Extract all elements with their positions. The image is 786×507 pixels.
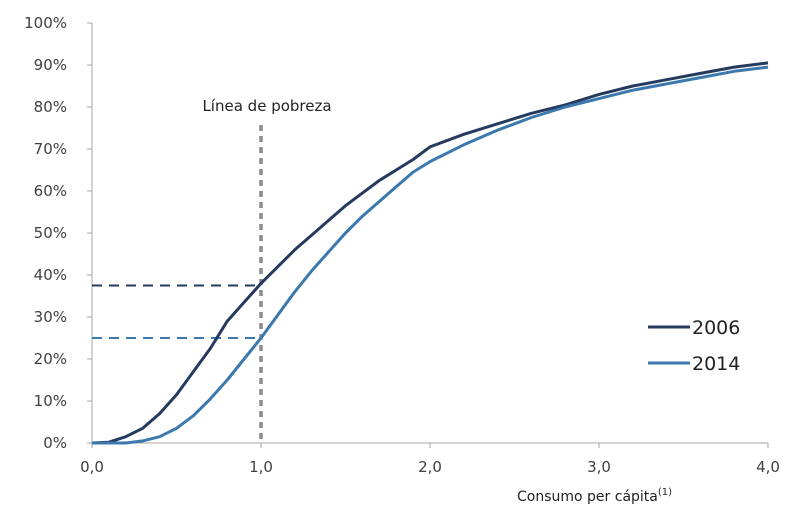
x-axis-title-superscript: (1) <box>658 487 672 498</box>
x-tick-label: 3,0 <box>587 458 611 476</box>
x-tick-label: 1,0 <box>249 458 273 476</box>
x-axis-title-text: Consumo per cápita <box>517 489 658 505</box>
x-tick-label: 0,0 <box>80 458 104 476</box>
series-layer <box>91 61 769 445</box>
y-tick-label: 10% <box>34 392 67 410</box>
series-line-2006 <box>91 61 769 445</box>
y-tick-label: 20% <box>34 350 67 368</box>
legend-label-2006: 2006 <box>692 317 740 339</box>
y-tick-label: 70% <box>34 140 67 158</box>
y-tick-label: 80% <box>34 98 67 116</box>
x-axis: 0,0 1,0 2,0 3,0 4,0 <box>80 442 780 476</box>
y-tick-label: 100% <box>24 14 67 32</box>
y-tick-label: 30% <box>34 308 67 326</box>
x-tick-label: 2,0 <box>418 458 442 476</box>
x-axis-title: Consumo per cápita(1) <box>517 487 672 505</box>
y-tick-label: 40% <box>34 266 67 284</box>
y-tick-label: 90% <box>34 56 67 74</box>
x-tick-label: 4,0 <box>756 458 780 476</box>
y-tick-label: 50% <box>34 224 67 242</box>
poverty-line-label: Línea de pobreza <box>202 97 331 115</box>
legend-label-2014: 2014 <box>692 353 740 375</box>
series-line-2014 <box>92 65 769 445</box>
y-axis: 0% 10% 20% 30% 40% 50% 60% 70% 80% 90% 100% <box>24 14 93 452</box>
y-tick-label: 60% <box>34 182 67 200</box>
y-tick-label: 0% <box>43 434 67 452</box>
legend: 2006 2014 <box>648 317 740 375</box>
